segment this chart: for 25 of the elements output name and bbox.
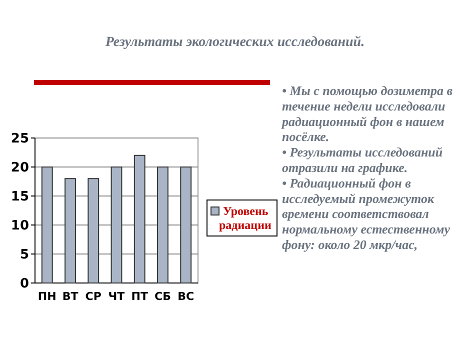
y-tick-label: 20 xyxy=(10,160,29,176)
y-tick-label: 15 xyxy=(10,190,29,205)
text: • Результаты исследований отразили на графике. xyxy=(282,144,443,175)
y-tick-label: 10 xyxy=(10,218,29,234)
x-tick-label: ПТ xyxy=(131,290,148,303)
bar xyxy=(64,178,76,284)
x-tick-label: ЧТ xyxy=(108,290,126,303)
x-tick-label: СБ xyxy=(154,290,171,303)
x-tick-label: ПН xyxy=(38,290,56,303)
x-tick-label: СР xyxy=(85,290,102,303)
legend-label: Уровень радиации xyxy=(219,204,272,232)
y-tick-label: 5 xyxy=(20,248,29,263)
text: Результаты экологических исследований. xyxy=(105,35,365,50)
bar xyxy=(110,166,122,284)
x-tick-label: ВТ xyxy=(62,290,79,303)
text: • Мы с помощью дозиметра в течение недели исследовали радиационный фон в нашем посёлке. xyxy=(281,83,453,144)
bar xyxy=(88,178,100,284)
bar xyxy=(157,166,168,284)
x-tick-label: ВС xyxy=(178,290,194,303)
text: • Радиационный фон в исследуемый промежуток времени соответствовал нормальному естественному фону: около 20 мкр/час, xyxy=(282,175,450,252)
bar xyxy=(41,166,53,284)
y-tick-label: 0 xyxy=(20,276,29,292)
bar xyxy=(134,154,146,284)
bar xyxy=(180,166,192,284)
y-tick-label: 25 xyxy=(10,132,29,147)
